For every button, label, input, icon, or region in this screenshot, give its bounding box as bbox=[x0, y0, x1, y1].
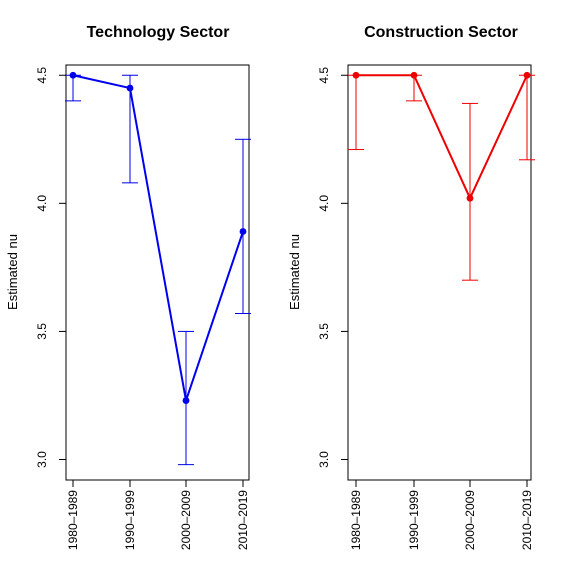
error-bar bbox=[462, 102, 478, 281]
plot-marks bbox=[65, 71, 251, 466]
error-bar bbox=[65, 74, 81, 102]
chart-title: Construction Sector bbox=[364, 24, 518, 41]
plot-marks bbox=[348, 71, 535, 281]
y-tick-label: 4.0 bbox=[317, 195, 331, 212]
data-point bbox=[69, 71, 77, 79]
series-line bbox=[72, 74, 244, 401]
x-tick-label: 2010–2019 bbox=[236, 490, 250, 550]
x-tick-label: 1980–1989 bbox=[66, 490, 80, 550]
x-tick-label: 2000–2009 bbox=[179, 490, 193, 550]
y-axis-label: Estimated nu bbox=[287, 234, 302, 310]
x-tick-label: 2000–2009 bbox=[463, 490, 477, 550]
x-tick-label: 1990–1999 bbox=[123, 490, 137, 550]
y-tick-label: 3.5 bbox=[35, 323, 49, 340]
x-tick-label: 1990–1999 bbox=[407, 490, 421, 550]
y-tick-label: 3.0 bbox=[317, 451, 331, 468]
x-tick-label: 1980–1989 bbox=[349, 490, 363, 550]
y-tick-label: 3.0 bbox=[35, 451, 49, 468]
error-bar bbox=[235, 138, 251, 314]
x-tick-label: 2010–2019 bbox=[520, 490, 534, 550]
y-tick-label: 4.5 bbox=[35, 67, 49, 84]
y-axis-label: Estimated nu bbox=[5, 234, 20, 310]
plot-frame bbox=[65, 64, 250, 481]
panel-construction-sector: Construction Sector Estimated nu 3.0 3.5 4… bbox=[287, 24, 535, 550]
error-bar bbox=[348, 74, 364, 151]
data-point bbox=[466, 194, 474, 202]
chart-title: Technology Sector bbox=[87, 24, 230, 41]
panel-technology-sector: Technology Sector Estimated nu 3.0 3.5 4.0… bbox=[5, 24, 251, 550]
series-line bbox=[356, 74, 528, 201]
y-tick-label: 4.0 bbox=[35, 195, 49, 212]
axes: 3.0 3.5 4.0 4.5 1980–1989 1990–1999 2000–2009 2… bbox=[317, 67, 534, 550]
data-point bbox=[410, 71, 418, 79]
data-point bbox=[352, 71, 360, 79]
axes: 3.0 3.5 4.0 4.5 1980–1989 1990–1999 2000–2009 2… bbox=[35, 67, 250, 550]
y-tick-label: 3.5 bbox=[317, 323, 331, 340]
plot-frame bbox=[347, 64, 532, 481]
data-point bbox=[239, 228, 247, 235]
data-point bbox=[523, 71, 531, 79]
data-point bbox=[182, 397, 190, 404]
y-tick-label: 4.5 bbox=[317, 67, 331, 84]
data-point bbox=[126, 84, 134, 92]
